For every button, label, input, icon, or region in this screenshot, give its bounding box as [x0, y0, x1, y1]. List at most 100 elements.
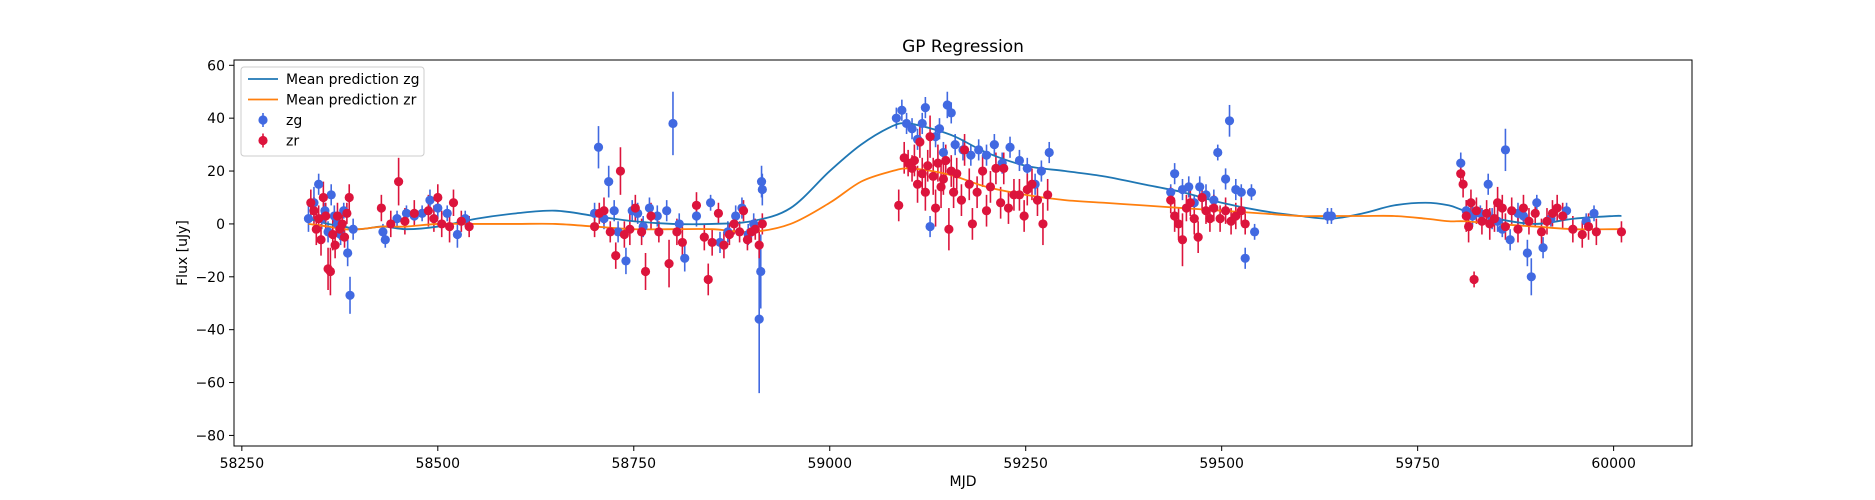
zr-point	[944, 224, 954, 234]
zr-point	[646, 211, 656, 221]
zr-point	[734, 227, 745, 237]
zr-point	[964, 179, 974, 189]
plot-frame	[233, 59, 1693, 447]
y-tick-label: −80	[195, 428, 225, 444]
zr-point	[959, 145, 970, 155]
zr-point	[448, 198, 459, 208]
zr-point	[625, 224, 635, 234]
zg-point	[326, 190, 336, 200]
zg-point	[1213, 147, 1223, 158]
zr-point	[742, 235, 753, 245]
zr-point	[996, 198, 1006, 208]
zr-point	[981, 206, 992, 216]
zr-point	[977, 166, 988, 176]
zr-point	[738, 206, 749, 216]
y-tick-label: 0	[216, 217, 225, 233]
zg-point	[378, 227, 388, 237]
zg-point	[452, 229, 463, 240]
zr-point	[1558, 211, 1568, 221]
zr-point	[344, 192, 354, 203]
zr-point	[936, 182, 946, 192]
y-tick-label: −20	[195, 270, 225, 286]
zr-point	[309, 206, 319, 216]
x-tick-label: 58500	[416, 456, 461, 472]
zr-point	[909, 155, 920, 166]
zg-point	[1022, 163, 1032, 173]
zg-point	[425, 195, 435, 205]
zg-point	[1166, 187, 1176, 197]
zr-point	[1014, 190, 1025, 200]
zr-point	[1193, 232, 1203, 242]
zg-point	[1456, 158, 1466, 168]
zr-point	[1482, 208, 1492, 218]
zr-point	[1466, 198, 1476, 208]
zr-point	[1458, 179, 1468, 189]
zr-point	[967, 219, 978, 229]
zr-point	[664, 258, 674, 269]
zr-point	[444, 221, 455, 232]
zg-point	[920, 102, 930, 113]
zg-point	[1589, 208, 1599, 218]
zg-point	[1505, 235, 1515, 245]
zr-point	[400, 216, 410, 226]
zr-point	[376, 203, 386, 213]
legend-label: zg	[286, 113, 302, 129]
zr-point	[1185, 198, 1195, 208]
mean-prediction-line-zg	[308, 122, 1622, 231]
zr-point	[437, 219, 447, 229]
zg-point	[1184, 182, 1194, 192]
zg-point	[1170, 169, 1180, 179]
zr-point	[672, 227, 682, 237]
zr-point	[330, 240, 340, 250]
zg-point	[1532, 198, 1542, 208]
zr-point	[339, 232, 350, 242]
zr-point	[605, 227, 615, 237]
zr-point	[325, 266, 336, 277]
zr-point	[907, 163, 917, 173]
y-tick-label: −40	[195, 323, 225, 339]
zr-point	[464, 221, 474, 232]
zr-point	[1240, 219, 1250, 229]
zr-point	[654, 227, 664, 237]
zr-point	[1205, 214, 1215, 224]
zr-point	[1038, 219, 1048, 229]
zr-point	[1027, 179, 1037, 189]
zr-point	[757, 219, 767, 229]
zg-point	[1044, 147, 1054, 158]
zr-point	[433, 192, 443, 203]
zr-point	[1189, 214, 1199, 224]
zr-point	[713, 208, 724, 218]
mean-prediction-layer	[308, 122, 1622, 233]
zg-point	[380, 235, 390, 245]
zr-point	[923, 161, 933, 171]
zr-point	[938, 174, 949, 184]
marker-layer	[303, 100, 1627, 324]
zr-point	[1463, 221, 1474, 232]
zr-point	[1173, 219, 1184, 229]
zr-point	[925, 132, 935, 142]
legend-label: zr	[286, 134, 299, 150]
zr-point	[1489, 214, 1500, 224]
zg-point	[1326, 211, 1337, 221]
zr-point	[956, 195, 967, 205]
zg-point	[392, 214, 402, 224]
zr-point	[1552, 203, 1562, 213]
zr-point	[1616, 227, 1627, 237]
zr-point	[917, 169, 927, 179]
zr-point	[1591, 227, 1601, 237]
x-tick-label: 59750	[1395, 456, 1440, 472]
legend-marker-swatch	[258, 115, 268, 125]
zr-point	[1469, 274, 1479, 285]
zg-point	[1014, 155, 1025, 166]
zr-point	[703, 274, 713, 285]
zg-point	[401, 208, 412, 218]
zr-point	[337, 219, 347, 229]
zg-point	[754, 314, 764, 324]
zr-point	[316, 235, 326, 245]
zr-point	[941, 155, 951, 166]
zg-point	[1240, 253, 1250, 263]
zr-point	[1019, 211, 1029, 221]
zr-point	[991, 163, 1001, 173]
zg-point	[897, 105, 907, 115]
